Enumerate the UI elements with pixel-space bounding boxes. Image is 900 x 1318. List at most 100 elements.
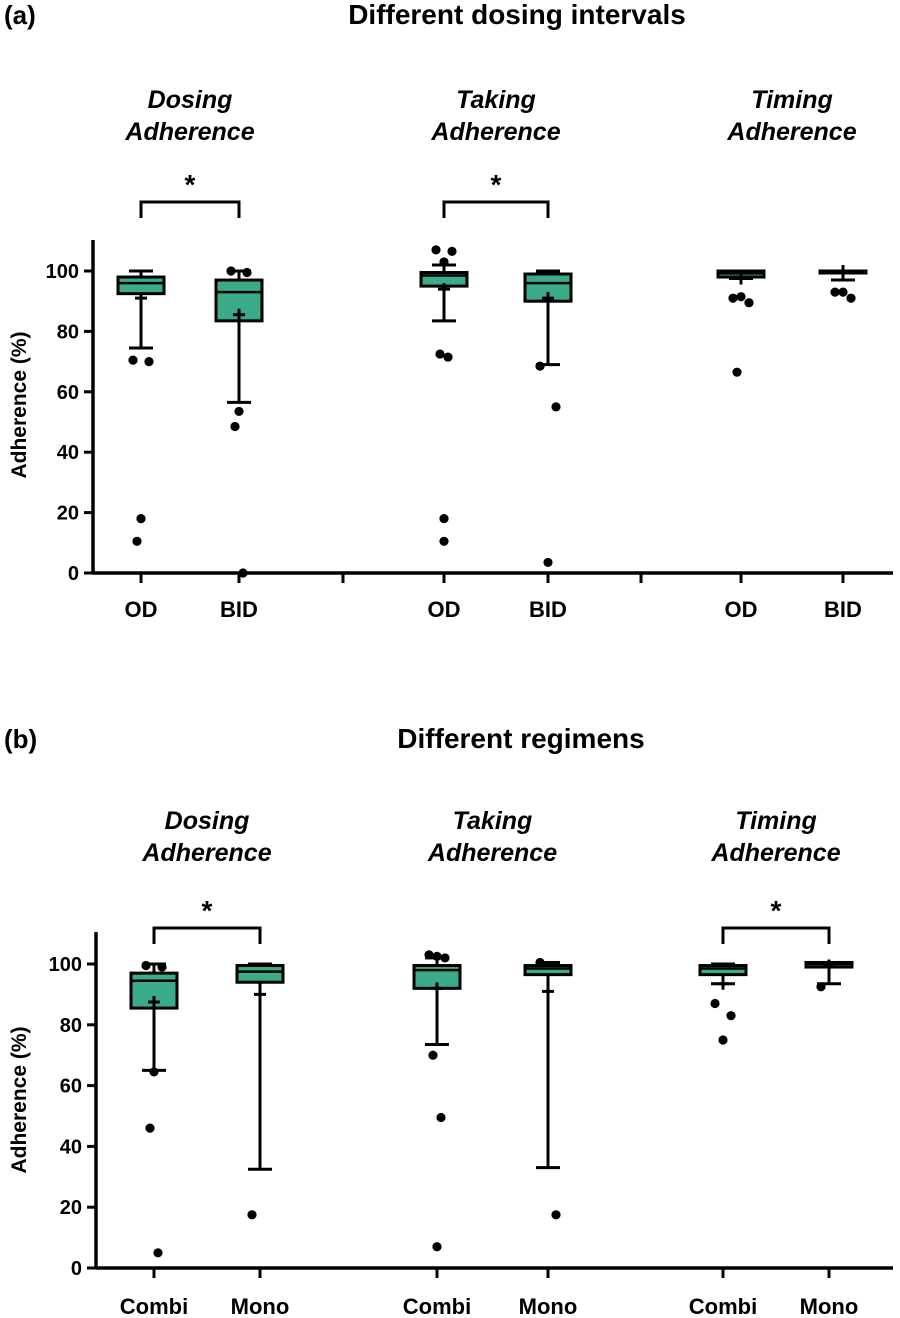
outlier-point	[816, 982, 826, 992]
significance-bracket	[442, 200, 550, 218]
outlier-point	[543, 557, 553, 568]
mean-marker	[823, 959, 835, 972]
outlier-point	[247, 1210, 257, 1220]
group-label: Taking	[453, 807, 533, 835]
box-iqr	[116, 275, 166, 296]
group-label: Dosing	[148, 86, 233, 114]
outlier-point	[435, 349, 445, 359]
x-category-label: BID	[529, 597, 567, 622]
outlier-point	[535, 957, 545, 968]
outlier-point	[145, 1123, 155, 1133]
y-tick-label: 80	[57, 321, 79, 343]
outlier-point	[428, 1050, 438, 1060]
y-tick-label: 100	[49, 954, 82, 976]
x-category-label: Combi	[689, 1294, 757, 1318]
group-label: Adherence	[430, 118, 560, 146]
mean-marker	[542, 985, 554, 998]
significance-star: *	[202, 895, 213, 926]
outlier-point	[436, 1112, 446, 1123]
group-label: Taking	[456, 86, 536, 114]
y-tick-label: 40	[57, 442, 79, 464]
box-iqr	[523, 964, 573, 977]
y-axis-label: Adherence (%)	[8, 1026, 31, 1173]
group-label: Adherence	[427, 839, 557, 867]
y-tick-label: 20	[57, 503, 79, 525]
outlier-point	[551, 1210, 561, 1220]
x-category-label: Combi	[120, 1294, 188, 1318]
panel-title: Different regimens	[397, 723, 644, 754]
outlier-point	[736, 292, 746, 302]
outlier-point	[432, 951, 442, 962]
outlier-point	[136, 514, 146, 524]
outlier-point	[424, 950, 434, 960]
x-category-label: OD	[428, 597, 461, 622]
mean-marker	[717, 977, 729, 990]
x-category-label: OD	[725, 597, 758, 622]
outlier-point	[551, 402, 561, 412]
significance-star: *	[771, 895, 782, 926]
outlier-point	[718, 1035, 728, 1045]
group-label: Adherence	[141, 839, 271, 867]
panel-b: (b) Different regimens Adherence (%) 0 20…	[4, 723, 893, 1318]
outlier-point	[846, 293, 856, 303]
mean-marker	[735, 272, 747, 285]
outlier-point	[728, 293, 738, 303]
outlier-point	[732, 367, 742, 377]
outlier-point	[535, 361, 545, 371]
significance-bracket	[721, 926, 831, 944]
outlier-point	[128, 355, 138, 365]
outlier-point	[141, 960, 151, 971]
outlier-point	[838, 287, 848, 297]
panel-a: (a) Different dosing intervals Adherence…	[4, 0, 893, 622]
mean-marker	[233, 308, 245, 321]
box-iqr	[698, 964, 748, 977]
panel-title: Different dosing intervals	[348, 0, 686, 30]
significance-bracket	[152, 926, 262, 944]
outlier-point	[242, 267, 252, 278]
mean-marker	[254, 988, 266, 1001]
mean-marker	[431, 982, 443, 995]
y-tick-label: 60	[60, 1076, 82, 1098]
x-category-label: BID	[824, 597, 862, 622]
significance-bracket	[139, 200, 241, 218]
plot-area: 0 20 40 60 80 100 Dosing Adherence * OD BID Taking A…	[46, 86, 893, 622]
y-tick-label: 0	[68, 563, 79, 585]
x-category-label: Combi	[403, 1294, 471, 1318]
mean-marker	[438, 283, 450, 296]
x-category-label: Mono	[231, 1294, 290, 1318]
outlier-point	[726, 1011, 736, 1021]
significance-star: *	[491, 169, 502, 200]
outlier-point	[439, 536, 449, 546]
outlier-point	[226, 266, 236, 276]
plot-area: 0 20 40 60 80 100 Dosing Adherence * Combi Mono Tak…	[49, 807, 893, 1318]
y-axis-label: Adherence (%)	[8, 331, 31, 478]
group-label: Adherence	[726, 118, 856, 146]
outlier-point	[744, 298, 754, 308]
mean-marker	[148, 996, 160, 1008]
group-label: Timing	[735, 807, 816, 835]
panel-label: (b)	[4, 724, 37, 754]
mean-marker	[837, 265, 849, 277]
outlier-point	[439, 257, 449, 267]
outlier-point	[710, 998, 720, 1009]
outlier-point	[447, 246, 457, 256]
outlier-point	[431, 245, 441, 255]
group-label: Adherence	[710, 839, 840, 867]
x-category-label: Mono	[800, 1294, 859, 1318]
y-tick-label: 0	[71, 1258, 82, 1280]
outlier-point	[157, 962, 167, 972]
outlier-point	[440, 953, 450, 963]
group-label: Timing	[751, 86, 832, 114]
outlier-point	[234, 406, 244, 417]
outlier-point	[132, 536, 142, 546]
x-category-label: BID	[220, 597, 258, 622]
outlier-point	[443, 352, 453, 362]
group-label: Dosing	[165, 807, 250, 835]
outlier-point	[830, 287, 840, 297]
outlier-point	[153, 1248, 163, 1258]
x-category-label: OD	[125, 597, 158, 622]
outlier-point	[439, 514, 449, 524]
outlier-point	[432, 1242, 442, 1252]
y-tick-label: 20	[60, 1197, 82, 1219]
